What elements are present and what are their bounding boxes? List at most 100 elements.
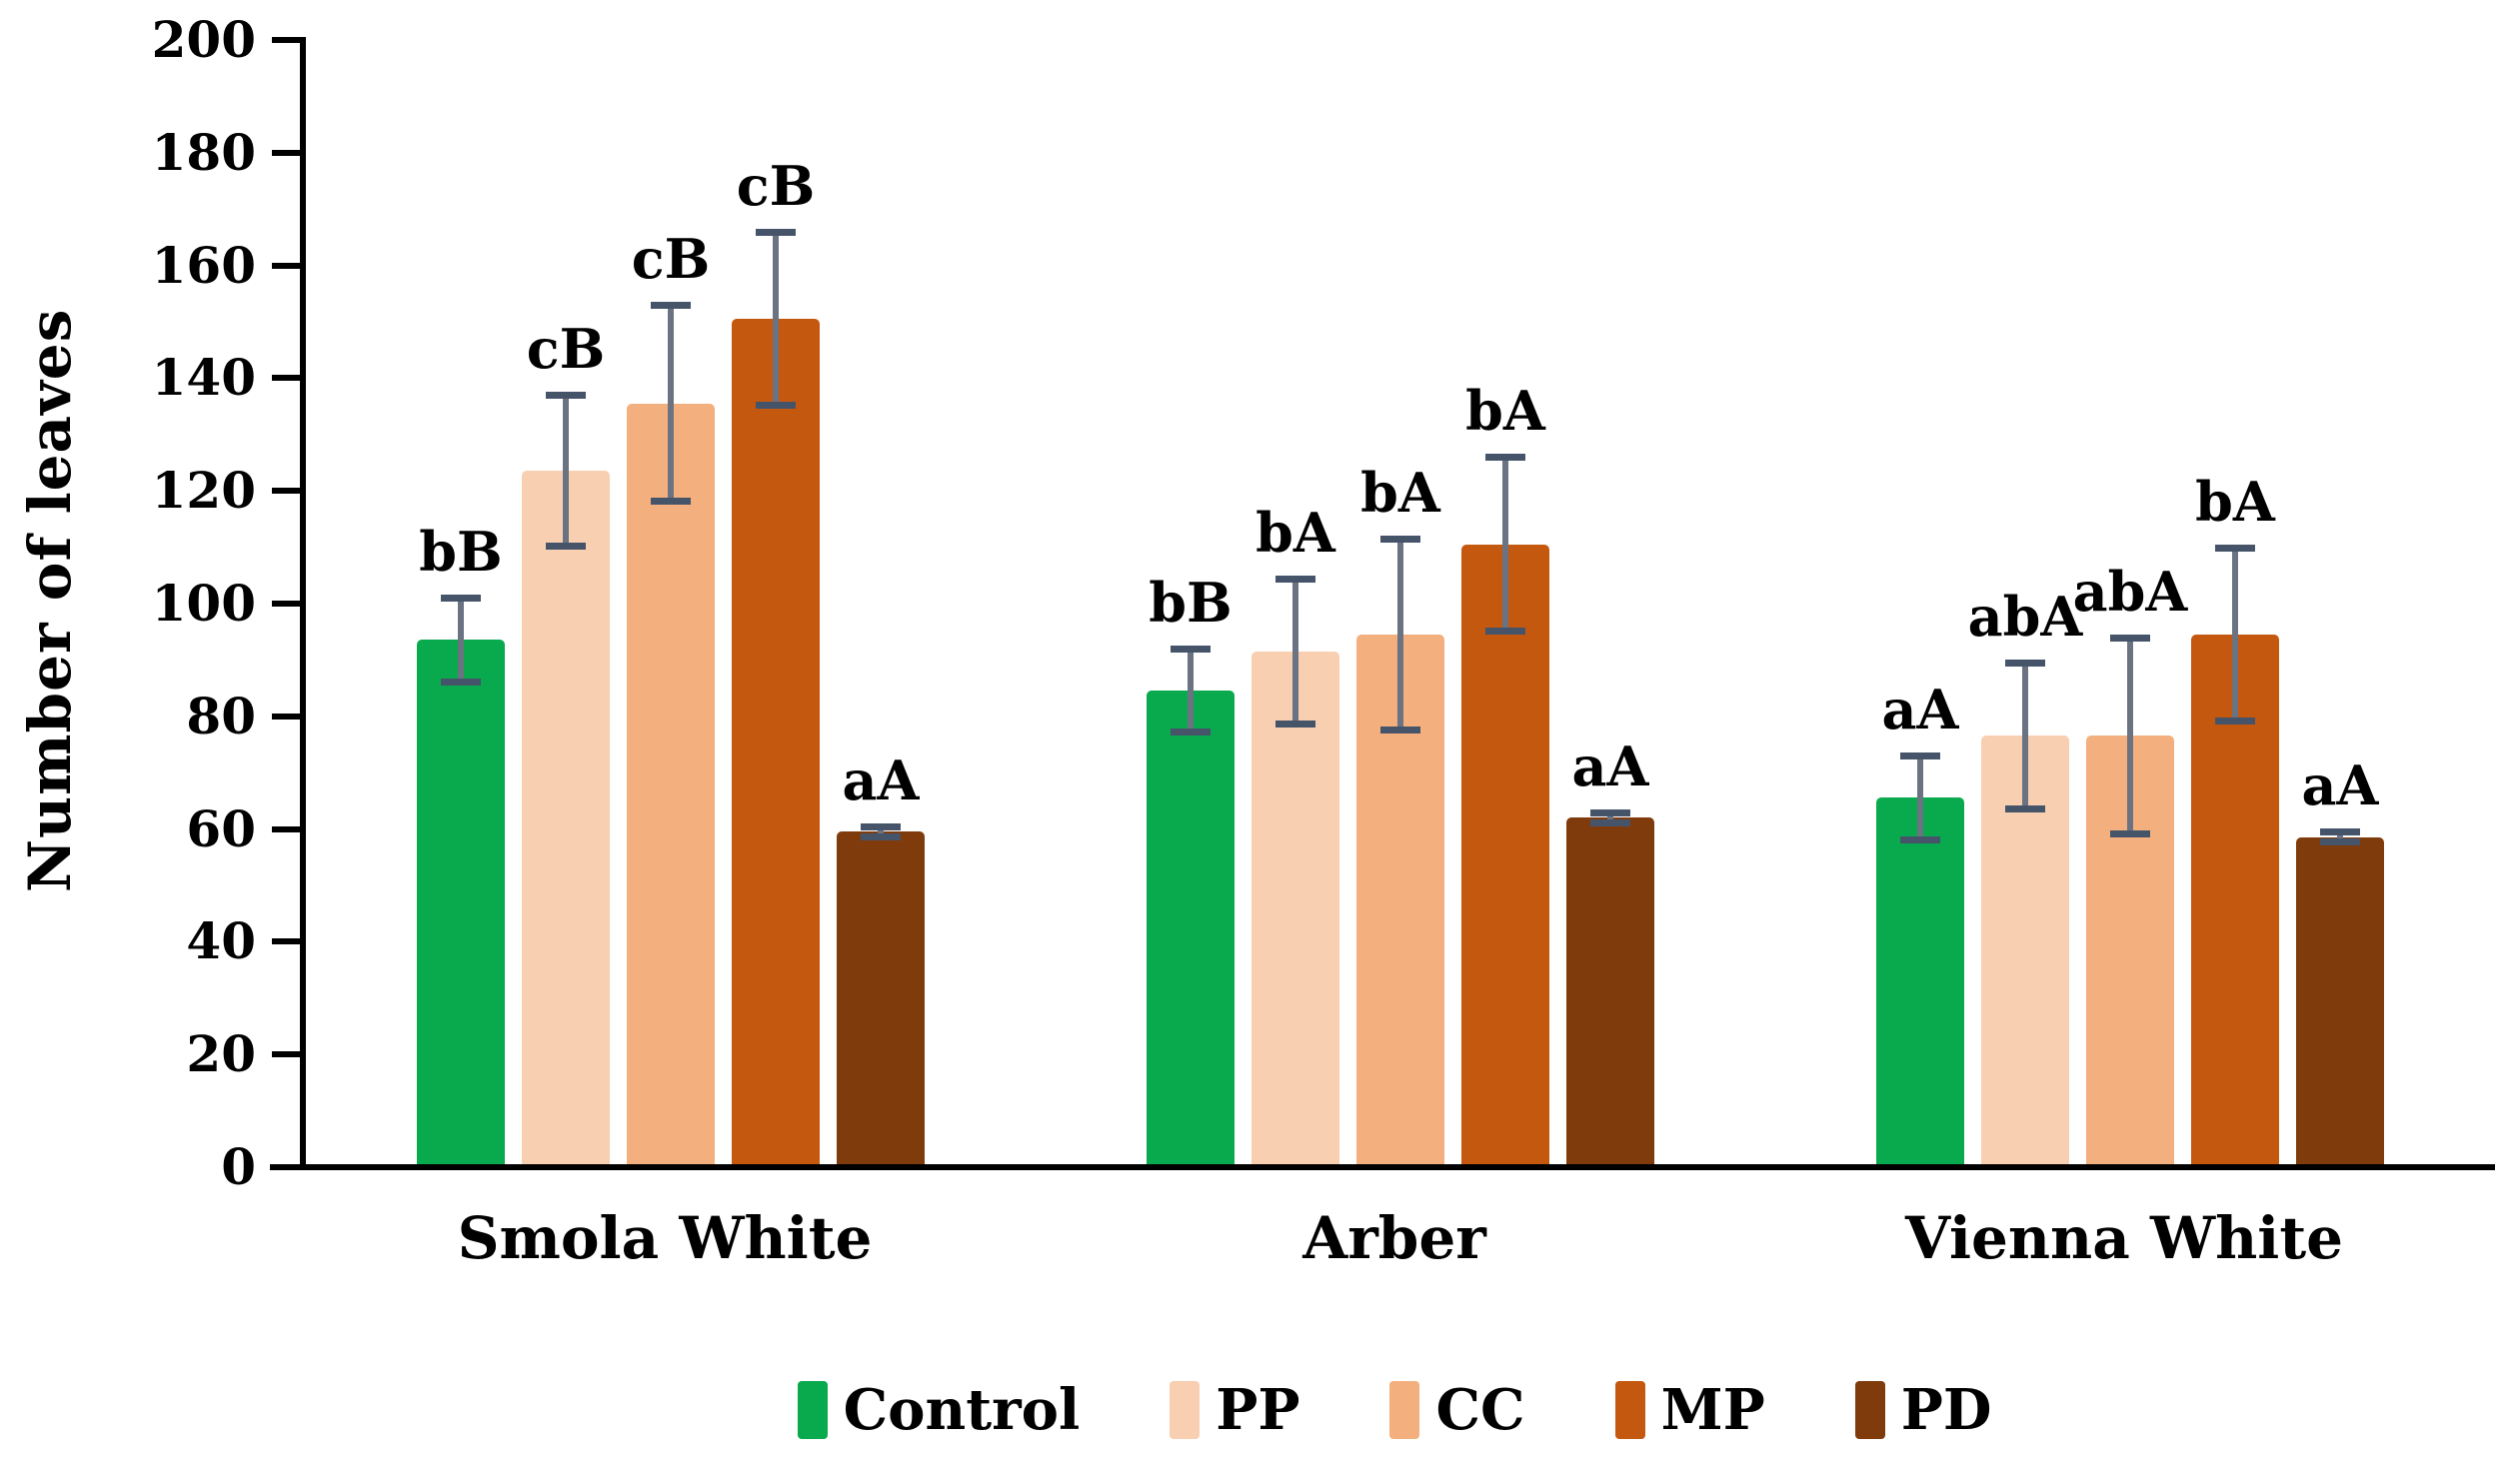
error-bar-cap-top — [651, 302, 691, 310]
bar-control-smola-white — [417, 640, 505, 1164]
significance-label-control-arber: bB — [1149, 571, 1233, 636]
error-bar-shaft — [458, 595, 464, 686]
legend-swatch-control — [797, 1381, 828, 1439]
legend-label-cc: CC — [1435, 1377, 1525, 1443]
y-tick-label-0: 0 — [221, 1137, 256, 1196]
y-tick-label-180: 180 — [151, 122, 256, 182]
error-bar-cap-bottom — [1171, 729, 1211, 737]
error-bar-cap-top — [1485, 454, 1525, 462]
bar-slot-control-arber: bB — [1147, 37, 1235, 1164]
bar-mp-arber — [1461, 544, 1549, 1164]
y-tick-label-40: 40 — [186, 911, 256, 971]
significance-label-pp-smola-white: cB — [526, 317, 606, 382]
error-bar-pd-arber — [1588, 808, 1632, 826]
error-bar-shaft — [1607, 808, 1613, 826]
bar-pp-smola-white — [522, 471, 610, 1164]
bar-slot-pd-arber: aA — [1566, 37, 1654, 1164]
error-bar-pd-vienna-white — [2318, 828, 2362, 846]
bar-slot-cc-smola-white: cB — [627, 37, 715, 1164]
significance-label-cc-vienna-white: abA — [2072, 559, 2188, 624]
y-tick-mark-60 — [272, 825, 300, 832]
legend-item-pp: PP — [1170, 1381, 1299, 1439]
error-bar-cap-bottom — [546, 543, 586, 551]
bar-slot-cc-vienna-white: abA — [2073, 37, 2187, 1164]
y-tick-mark-140 — [272, 375, 300, 382]
y-tick-mark-0 — [272, 1164, 300, 1170]
error-bar-pp-arber — [1273, 575, 1317, 728]
error-bar-shaft — [1188, 646, 1194, 737]
error-bar-shaft — [2337, 828, 2343, 846]
error-bar-cap-bottom — [2110, 829, 2150, 837]
error-bar-shaft — [773, 228, 779, 410]
bar-cc-smola-white — [627, 403, 715, 1164]
y-tick-label-20: 20 — [186, 1024, 256, 1084]
bar-slot-pd-vienna-white: aA — [2296, 37, 2384, 1164]
error-bar-cap-bottom — [651, 498, 691, 506]
error-bar-mp-smola-white — [754, 228, 798, 410]
error-bar-cc-smola-white — [649, 302, 693, 506]
error-bar-mp-vienna-white — [2213, 544, 2257, 726]
error-bar-cap-bottom — [2320, 838, 2360, 846]
legend: Control PP CC MP PD — [300, 1381, 2489, 1439]
error-bar-cap-bottom — [2005, 804, 2045, 812]
y-tick-label-160: 160 — [151, 235, 256, 295]
error-bar-cap-top — [2215, 544, 2255, 552]
bar-pp-arber — [1252, 651, 1339, 1164]
legend-label-control: Control — [843, 1377, 1081, 1443]
error-bar-control-vienna-white — [1898, 752, 1942, 843]
y-tick-mark-180 — [272, 149, 300, 156]
error-bar-shaft — [2022, 660, 2028, 812]
significance-label-control-smola-white: bB — [419, 520, 503, 585]
error-bar-cc-vienna-white — [2108, 634, 2152, 837]
y-tick-label-120: 120 — [151, 461, 256, 521]
error-bar-shaft — [2232, 544, 2238, 726]
error-bar-pd-smola-white — [859, 822, 903, 840]
significance-label-control-vienna-white: aA — [1881, 678, 1959, 742]
error-bar-cap-bottom — [1485, 627, 1525, 635]
error-bar-shaft — [1397, 536, 1403, 734]
legend-item-cc: CC — [1389, 1377, 1525, 1443]
error-bar-shaft — [1917, 752, 1923, 843]
category-label-vienna-white: Vienna White — [1904, 1204, 2344, 1272]
legend-label-mp: MP — [1660, 1377, 1765, 1443]
error-bar-shaft — [878, 822, 884, 840]
legend-swatch-cc — [1389, 1381, 1420, 1439]
error-bar-cap-bottom — [1380, 726, 1420, 734]
category-axis-labels: Smola White Arber Vienna White — [300, 1204, 2489, 1272]
bar-pd-vienna-white — [2296, 836, 2384, 1164]
error-bar-shaft — [668, 302, 674, 506]
error-bar-cap-top — [546, 392, 586, 400]
error-bar-cap-top — [2005, 660, 2045, 668]
y-tick-mark-80 — [272, 713, 300, 720]
legend-label-pd: PD — [1900, 1377, 1992, 1443]
y-tick-mark-100 — [272, 601, 300, 607]
significance-label-pp-vienna-white: abA — [1967, 585, 2083, 650]
bar-control-arber — [1147, 691, 1235, 1164]
significance-label-mp-vienna-white: bA — [2195, 469, 2275, 534]
legend-item-control: Control — [797, 1377, 1081, 1443]
error-bar-cap-top — [756, 228, 796, 236]
bar-group-arber: bB bA bA bA aA — [1036, 37, 1765, 1164]
y-tick-mark-120 — [272, 488, 300, 495]
error-bar-cap-bottom — [441, 678, 481, 686]
error-bar-cap-top — [1900, 752, 1940, 760]
error-bar-cap-top — [2320, 828, 2360, 836]
error-bar-cc-arber — [1378, 536, 1422, 734]
bar-slot-mp-smola-white: cB — [732, 37, 820, 1164]
error-bar-shaft — [2127, 634, 2133, 837]
bar-control-vienna-white — [1876, 797, 1964, 1164]
error-bar-cap-top — [1171, 646, 1211, 654]
error-bar-control-smola-white — [439, 595, 483, 686]
bar-slot-pp-arber: bA — [1252, 37, 1339, 1164]
significance-label-mp-arber: bA — [1465, 379, 1545, 444]
error-bar-shaft — [1502, 454, 1508, 635]
significance-label-pp-arber: bA — [1256, 500, 1335, 565]
significance-label-mp-smola-white: cB — [736, 153, 816, 218]
y-tick-mark-20 — [272, 1051, 300, 1058]
y-tick-label-200: 200 — [151, 10, 256, 69]
bar-group-smola-white: bB cB cB cB aA — [306, 37, 1036, 1164]
error-bar-shaft — [1292, 575, 1298, 728]
error-bar-cap-top — [2110, 634, 2150, 642]
error-bar-cap-bottom — [861, 832, 901, 840]
